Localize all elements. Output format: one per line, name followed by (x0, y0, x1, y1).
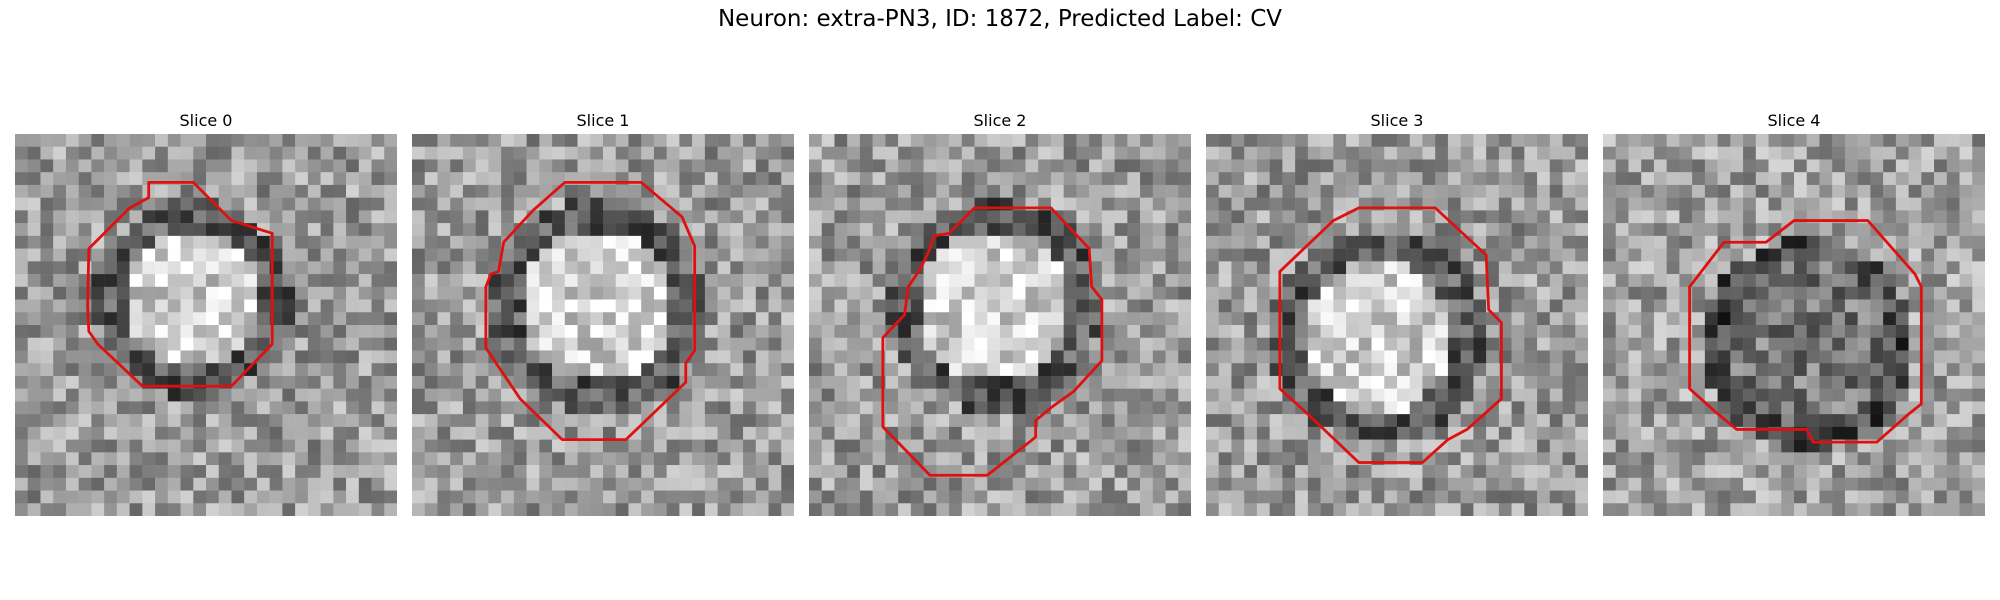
pixel-grid (1603, 134, 1985, 516)
segmentation-contour (881, 206, 1104, 477)
segmentation-contour (484, 180, 697, 442)
panel-slice-4: Slice 4 (1603, 108, 1985, 516)
panel-title: Slice 4 (1767, 111, 1821, 130)
slice-image (809, 134, 1191, 516)
slice-image (412, 134, 794, 516)
pixel-grid (1206, 134, 1588, 516)
slice-image (1206, 134, 1588, 516)
panel-slice-3: Slice 3 (1206, 108, 1588, 516)
segmentation-contour (1278, 206, 1503, 464)
panel-slice-0: Slice 0 (15, 108, 397, 516)
panel-title: Slice 1 (576, 111, 630, 130)
slice-image (15, 134, 397, 516)
panel-slice-1: Slice 1 (412, 108, 794, 516)
pixel-grid (15, 134, 397, 516)
pixel-grid (412, 134, 794, 516)
segmentation-contour (86, 180, 274, 388)
segmentation-contour (1688, 219, 1923, 444)
figure-title: Neuron: extra-PN3, ID: 1872, Predicted L… (717, 6, 1283, 32)
slice-image (1603, 134, 1985, 516)
panel-title: Slice 3 (1370, 111, 1424, 130)
panel-slice-2: Slice 2 (809, 108, 1191, 516)
panel-title: Slice 2 (973, 111, 1027, 130)
panel-title: Slice 0 (179, 111, 233, 130)
pixel-grid (809, 134, 1191, 516)
